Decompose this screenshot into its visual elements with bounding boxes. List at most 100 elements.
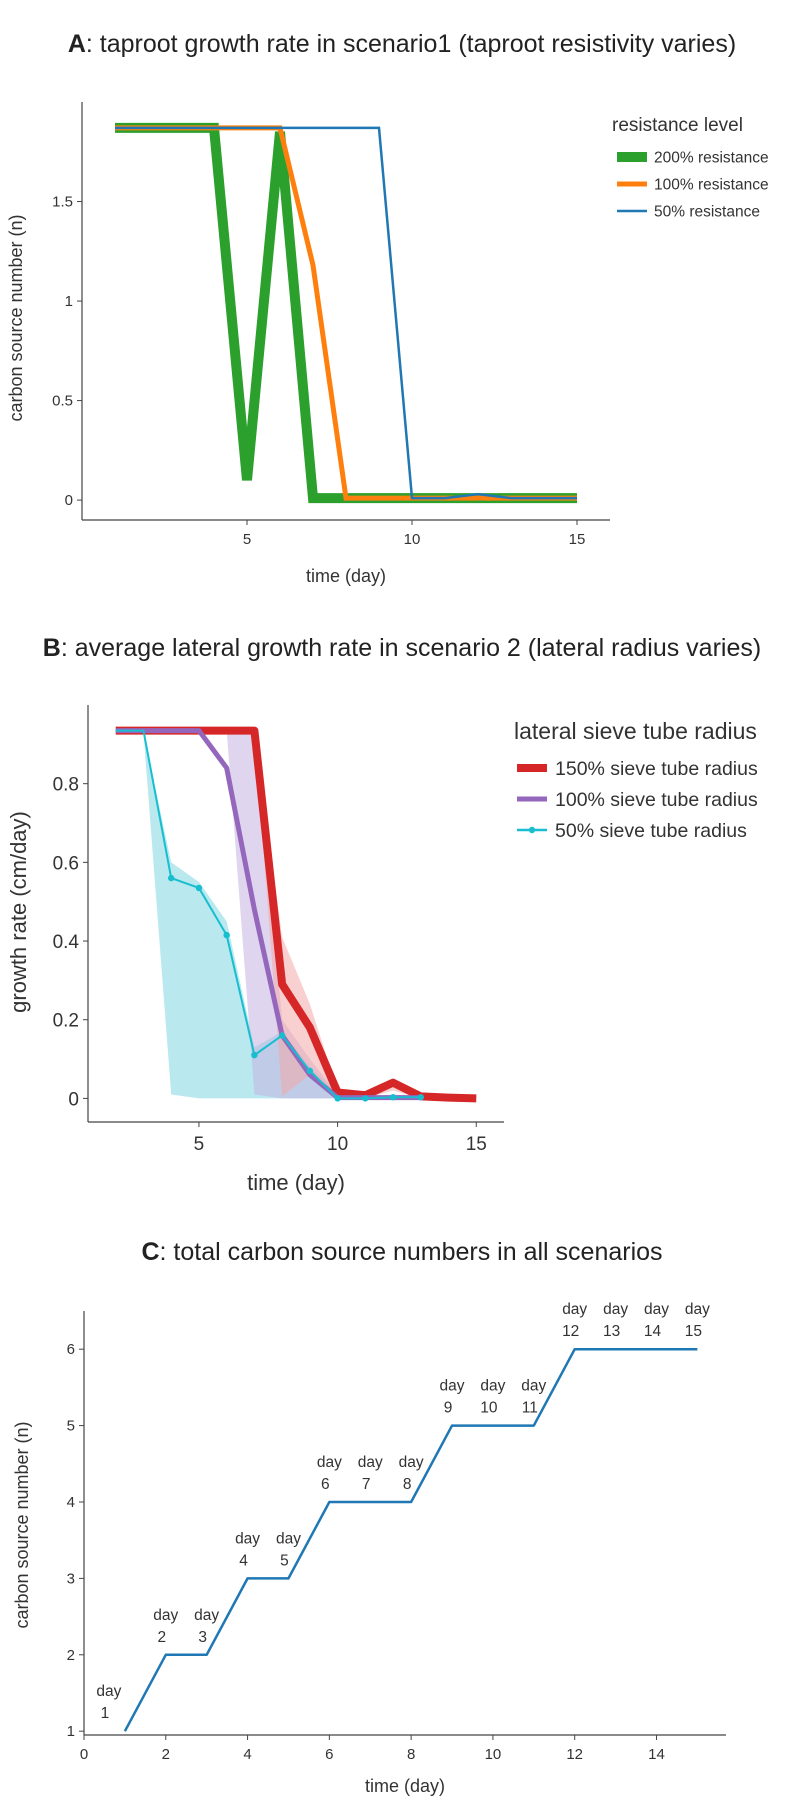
legend-title: resistance level xyxy=(612,115,743,136)
x-tick-label: 10 xyxy=(327,1134,348,1155)
y-tick-label: 0 xyxy=(65,492,73,509)
x-tick-label: 4 xyxy=(243,1746,251,1763)
y-tick-label: 0.2 xyxy=(53,1011,79,1032)
point-annotation: 2 xyxy=(157,1629,166,1646)
legend-label: 50% resistance xyxy=(654,204,760,221)
y-tick-label: 2 xyxy=(67,1647,75,1664)
y-tick-label: 5 xyxy=(67,1418,75,1435)
band-b-1 xyxy=(143,732,421,1099)
point-annotation: 9 xyxy=(444,1400,453,1417)
x-tick-label: 5 xyxy=(194,1134,205,1155)
point-annotation: day xyxy=(644,1301,669,1318)
chart-a: 5 10 15 0 0.5 1 1.5 time (day) carbon source num… xyxy=(6,102,769,586)
data-point-b-3 xyxy=(334,1095,341,1102)
data-point-b-3 xyxy=(251,1051,258,1059)
x-tick-label: 14 xyxy=(648,1746,665,1763)
legend-label: 100% sieve tube radius xyxy=(555,789,758,811)
x-axis-label: time (day) xyxy=(247,1170,345,1195)
panel-a-title: A: taproot growth rate in scenario1 (tap… xyxy=(68,30,736,58)
point-annotation: day xyxy=(235,1530,260,1547)
point-annotation: 4 xyxy=(239,1552,248,1569)
series-line-a-1 xyxy=(115,122,577,504)
point-annotation: 7 xyxy=(362,1476,371,1493)
point-annotation: 8 xyxy=(403,1476,412,1493)
y-tick-label: 0.8 xyxy=(53,775,79,796)
data-point-b-3 xyxy=(389,1094,397,1101)
x-axis-label: time (day) xyxy=(365,1776,445,1796)
point-annotation: 12 xyxy=(562,1323,579,1340)
x-tick-label: 5 xyxy=(243,531,251,548)
y-axis-label: carbon source number (n) xyxy=(12,1421,32,1628)
point-annotation: day xyxy=(685,1301,710,1318)
legend-label: 150% sieve tube radius xyxy=(555,758,758,780)
legend-marker xyxy=(528,826,536,834)
point-annotation: 14 xyxy=(644,1323,662,1340)
point-annotation: day xyxy=(96,1683,121,1700)
point-annotation: day xyxy=(480,1378,505,1395)
point-annotation: day xyxy=(562,1301,587,1318)
series-line-a-3 xyxy=(115,126,577,500)
x-tick-label: 15 xyxy=(569,531,586,548)
y-tick-label: 6 xyxy=(67,1341,75,1358)
point-annotation: 5 xyxy=(280,1552,289,1569)
series-line-c-1 xyxy=(123,1347,698,1732)
chart-b: 5 10 15 0 0.2 0.4 0.6 0.8 time (day) growth rate … xyxy=(6,705,758,1195)
legend-title: lateral sieve tube radius xyxy=(514,718,757,744)
y-tick-label: 0.6 xyxy=(53,853,79,874)
x-tick-label: 6 xyxy=(325,1746,333,1763)
point-annotation: day xyxy=(603,1301,628,1318)
point-annotation: 15 xyxy=(685,1323,702,1340)
y-tick-label: 0 xyxy=(68,1089,79,1110)
point-annotation: day xyxy=(440,1378,465,1395)
data-point-b-3 xyxy=(417,1094,424,1101)
point-annotation: 1 xyxy=(101,1705,110,1722)
y-axis-label: carbon source number (n) xyxy=(6,214,26,421)
x-tick-label: 10 xyxy=(404,531,421,548)
legend-label: 200% resistance xyxy=(654,150,769,167)
point-annotation: day xyxy=(153,1607,178,1624)
y-tick-label: 0.4 xyxy=(53,932,80,953)
series-line-b-3 xyxy=(115,729,421,1100)
data-point-b-3 xyxy=(362,1095,369,1102)
data-point-b-3 xyxy=(223,931,230,939)
y-tick-label: 1 xyxy=(65,293,73,310)
panel-b-title: B: average lateral growth rate in scenar… xyxy=(43,634,761,662)
point-annotation: 11 xyxy=(522,1400,538,1417)
point-annotation: 3 xyxy=(198,1629,207,1646)
data-point-b-3 xyxy=(195,884,203,892)
point-annotation: day xyxy=(276,1530,301,1547)
legend-label: 50% sieve tube radius xyxy=(555,820,747,842)
y-tick-label: 1.5 xyxy=(52,194,73,211)
band-b-2 xyxy=(198,730,421,1099)
point-annotation: day xyxy=(399,1454,424,1471)
legend-b: lateral sieve tube radius 150% sieve tube… xyxy=(514,718,758,842)
point-annotation: 6 xyxy=(321,1476,330,1493)
point-annotation: day xyxy=(521,1378,546,1395)
data-point-b-3 xyxy=(168,874,175,882)
x-tick-label: 8 xyxy=(407,1746,415,1763)
point-annotation: day xyxy=(358,1454,383,1471)
panel-c-title: C: total carbon source numbers in all sc… xyxy=(141,1238,662,1266)
y-tick-label: 4 xyxy=(67,1494,75,1511)
x-tick-label: 15 xyxy=(466,1134,487,1155)
point-annotation: 13 xyxy=(603,1323,620,1340)
x-axis-label: time (day) xyxy=(306,566,386,586)
x-tick-label: 12 xyxy=(566,1746,583,1763)
y-tick-label: 3 xyxy=(67,1570,75,1587)
band-b-3 xyxy=(254,730,421,1099)
point-annotation: day xyxy=(194,1607,219,1624)
series-line-a-2 xyxy=(115,125,577,501)
x-tick-label: 2 xyxy=(162,1746,170,1763)
y-tick-label: 1 xyxy=(67,1723,75,1740)
legend-label: 100% resistance xyxy=(654,177,769,194)
legend-a: resistance level 200% resistance 100% resi… xyxy=(612,115,769,221)
x-tick-label: 0 xyxy=(80,1746,88,1763)
x-tick-label: 10 xyxy=(485,1746,502,1763)
point-annotation: day xyxy=(317,1454,342,1471)
y-axis-label: growth rate (cm/day) xyxy=(6,811,31,1013)
y-tick-label: 0.5 xyxy=(52,393,73,410)
data-point-b-3 xyxy=(306,1067,314,1075)
